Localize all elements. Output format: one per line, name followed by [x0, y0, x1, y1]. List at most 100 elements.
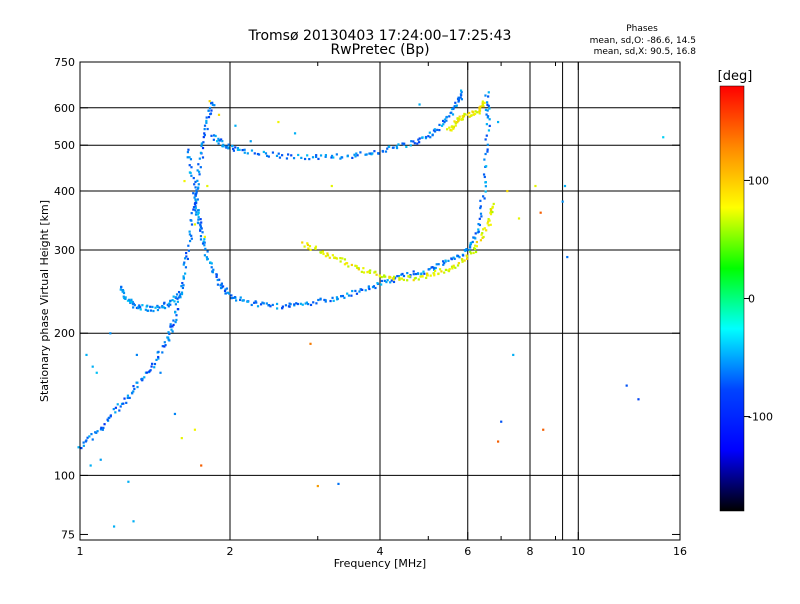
trace-point	[223, 289, 227, 293]
trace-point	[197, 221, 200, 225]
trace-point	[376, 282, 379, 285]
trace-point	[209, 113, 212, 116]
trace-point	[293, 303, 296, 306]
trace-point	[468, 115, 471, 118]
trace-point	[483, 101, 486, 104]
trace-point	[174, 320, 177, 324]
trace-point	[197, 218, 200, 221]
trace-point	[452, 127, 455, 130]
trace-point	[176, 300, 179, 303]
trace-point	[196, 169, 199, 172]
scatter-point	[496, 440, 500, 443]
trace-point	[416, 142, 419, 145]
trace-point	[312, 301, 315, 304]
trace-point	[368, 287, 371, 291]
trace-point	[256, 152, 260, 156]
trace-point	[314, 247, 317, 250]
trace-point	[465, 254, 468, 257]
trace-point	[186, 151, 190, 154]
trace-point	[172, 319, 175, 322]
trace-point	[296, 302, 299, 306]
trace-point	[419, 275, 422, 278]
trace-point	[390, 279, 393, 282]
trace-point	[308, 245, 312, 248]
trace-point	[199, 229, 202, 232]
trace-point	[346, 154, 349, 157]
trace-point	[453, 120, 456, 123]
trace-point	[341, 156, 344, 159]
scatter-point	[512, 353, 515, 357]
trace-point	[450, 129, 453, 132]
trace-point	[187, 249, 191, 252]
trace-point	[168, 332, 171, 336]
trace-point	[183, 272, 187, 275]
trace-point	[339, 157, 342, 160]
y-tick-label: 750	[54, 56, 75, 69]
trace-point	[197, 211, 200, 214]
chart-title: Tromsø 20130403 17:24:00–17:25:43	[248, 28, 512, 44]
colorbar-tick-label: 100	[748, 174, 769, 187]
trace-point	[465, 247, 468, 251]
trace-point	[374, 286, 377, 290]
trace-point	[354, 264, 357, 267]
trace-point	[222, 143, 225, 146]
trace-point	[459, 96, 462, 99]
trace-point	[483, 175, 486, 179]
trace-point	[479, 205, 482, 208]
trace-point	[122, 296, 126, 300]
scatter-point	[193, 428, 197, 431]
trace-point	[216, 278, 219, 282]
trace-point	[180, 285, 183, 288]
trace-point	[333, 256, 336, 259]
trace-point	[469, 114, 473, 117]
trace-point	[138, 304, 141, 307]
trace-point	[221, 285, 225, 288]
trace-point	[319, 154, 323, 157]
trace-point	[119, 405, 122, 408]
trace-point	[224, 145, 227, 148]
trace-point	[180, 292, 184, 296]
trace-point	[205, 256, 208, 259]
trace-point	[201, 231, 204, 234]
trace-point	[466, 113, 469, 116]
trace-point	[361, 288, 364, 291]
trace-point	[457, 254, 460, 258]
trace-point	[459, 89, 463, 92]
trace-point	[176, 297, 179, 300]
trace-point	[482, 195, 485, 198]
trace-point	[300, 156, 303, 159]
trace-point	[254, 300, 257, 303]
trace-point	[458, 115, 461, 118]
trace-point	[173, 300, 176, 303]
trace-point	[168, 339, 171, 342]
trace-point	[88, 435, 91, 438]
trace-point	[199, 224, 202, 227]
x-tick-label: 1	[77, 545, 84, 558]
trace-point	[246, 300, 249, 303]
scatter-point	[132, 520, 135, 523]
trace-point	[357, 268, 360, 271]
trace-point	[228, 292, 231, 295]
trace-point	[395, 146, 399, 150]
trace-point	[400, 277, 404, 280]
trace-point	[227, 146, 230, 149]
trace-point	[429, 136, 432, 139]
trace-point	[194, 205, 197, 208]
trace-point	[179, 296, 182, 299]
trace-point	[193, 196, 196, 199]
trace-point	[367, 270, 370, 273]
trace-point	[431, 134, 434, 137]
trace-point	[264, 152, 268, 155]
scatter-point	[277, 120, 280, 124]
trace-point	[489, 223, 492, 226]
trace-point	[343, 258, 347, 261]
trace-point	[371, 152, 374, 155]
trace-point	[461, 118, 465, 121]
trace-point	[487, 104, 490, 108]
trace-point	[479, 212, 483, 215]
trace-point	[116, 403, 119, 406]
trace-point	[265, 154, 269, 157]
trace-point	[488, 118, 491, 121]
trace-point	[373, 271, 376, 274]
